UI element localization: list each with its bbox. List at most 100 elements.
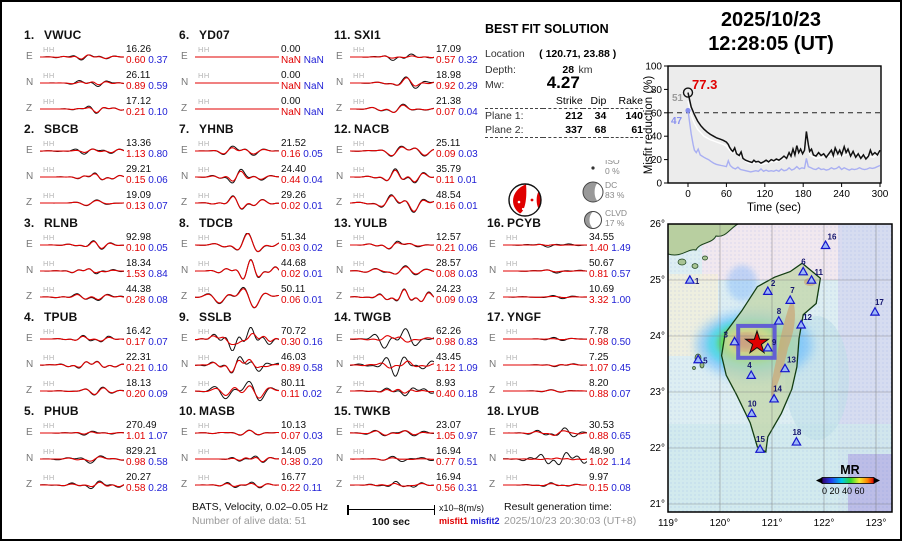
misfit1-value: 0.40 xyxy=(436,389,456,400)
clvd-icon xyxy=(584,211,602,229)
misfit1-value: 0.10 xyxy=(126,243,146,254)
misfit2-value: 0.02 xyxy=(299,389,322,400)
channel-label: HH xyxy=(43,45,55,54)
trace-values: 51.34 0.03 0.02 xyxy=(281,232,329,254)
amplitude-value: 43.45 xyxy=(436,352,462,363)
trace-row-SXI1-E: E HH 17.09 0.57 0.32 xyxy=(332,44,484,70)
component-label: E xyxy=(489,427,496,438)
misfit1-value: 0.08 xyxy=(436,269,456,280)
misfit2-value: 0.28 xyxy=(145,483,168,494)
misfit-values: 0.89 0.59 xyxy=(126,81,174,92)
trace-row-LYUB-E: E HH 30.53 0.88 0.65 xyxy=(485,420,637,446)
trace-values: 13.36 1.13 0.80 xyxy=(126,138,174,160)
trace-values: 0.00 NaN NaN xyxy=(281,96,329,118)
waveform-plot xyxy=(350,265,434,276)
synthetic-trace xyxy=(195,456,279,463)
current-solution-marker xyxy=(682,87,694,98)
misfit-values: NaN NaN xyxy=(281,55,329,66)
misfit1-value: 1.05 xyxy=(436,431,456,442)
station-block-TWGB: 14. TWGB E HH 62.26 0.98 0.83 N HH 43.45 1.12 1.0… xyxy=(332,310,484,404)
trace-row-TWGB-Z: Z HH 8.93 0.40 0.18 xyxy=(332,378,484,404)
misfit-values: 0.56 0.31 xyxy=(436,483,484,494)
station-header: 18. LYUB xyxy=(487,404,540,418)
black-start-label: 51 xyxy=(672,93,684,104)
misfit-values: 0.92 0.29 xyxy=(436,81,484,92)
waveform-plot xyxy=(195,429,279,436)
misfit1-value: 0.06 xyxy=(281,295,301,306)
trace-values: 30.53 0.88 0.65 xyxy=(589,420,637,442)
trace-row-YD07-Z: Z HH 0.00 NaN NaN xyxy=(177,96,329,122)
channel-label: HH xyxy=(198,473,210,482)
station-header: 15. TWKB xyxy=(334,404,391,418)
waveform-plot xyxy=(40,54,124,61)
component-label: N xyxy=(336,171,344,182)
synthetic-trace xyxy=(503,337,587,341)
map-station-marker-6 xyxy=(797,266,809,276)
trace-row-NACB-Z: Z HH 48.54 0.16 0.01 xyxy=(332,190,484,216)
station-header: 3. RLNB xyxy=(24,216,79,230)
station-block-SXI1: 11. SXI1 E HH 17.09 0.57 0.32 N HH 18.98 0.92 0.2… xyxy=(332,28,484,122)
misfit-values: 0.17 0.07 xyxy=(126,337,174,348)
scalebar-line xyxy=(347,509,435,510)
synthetic-trace xyxy=(40,81,124,86)
misfit1-value: 0.57 xyxy=(436,55,456,66)
xtick-label: 180 xyxy=(795,189,812,200)
trace-values: 17.12 0.21 0.10 xyxy=(126,96,174,118)
component-label: E xyxy=(26,239,33,250)
amplitude-value: 0.00 xyxy=(281,96,301,107)
component-label: N xyxy=(336,453,344,464)
channel-label: HH xyxy=(43,139,55,148)
trace-values: 829.21 0.98 0.58 xyxy=(126,446,174,468)
waveform-plot xyxy=(503,243,587,248)
map-station-marker-2 xyxy=(762,285,774,295)
misfit2-value: NaN xyxy=(301,107,324,118)
nodal-plane-table: Strike Dip Rake Plane 1: 212 34 140 Plan… xyxy=(485,94,643,138)
station-header: 6. YD07 xyxy=(179,28,230,42)
channel-label: HH xyxy=(353,191,365,200)
map-station-number-7: 7 xyxy=(790,286,795,295)
trace-values: 16.42 0.17 0.07 xyxy=(126,326,174,348)
map-lon-label: 121° xyxy=(762,518,783,529)
channel-label: HH xyxy=(353,327,365,336)
misfit-values: 0.11 0.02 xyxy=(281,389,329,400)
amplitude-value: 25.11 xyxy=(436,138,461,149)
trace-row-YULB-N: N HH 28.57 0.08 0.03 xyxy=(332,258,484,284)
trace-values: 24.40 0.44 0.04 xyxy=(281,164,329,186)
misfit1-value: 0.11 xyxy=(436,175,455,186)
component-label: N xyxy=(181,453,189,464)
channel-label: HH xyxy=(43,473,55,482)
map-lat-label: 21° xyxy=(650,499,665,510)
channel-label: HH xyxy=(506,259,518,268)
misfit1-value: 0.11 xyxy=(281,389,300,400)
component-label: Z xyxy=(26,103,33,114)
misfit2-value: 0.07 xyxy=(145,337,168,348)
trace-row-YULB-Z: Z HH 24.23 0.09 0.03 xyxy=(332,284,484,310)
blue-start-label: 47 xyxy=(671,116,683,127)
waveform-plot xyxy=(503,269,587,274)
map-station-number-18: 18 xyxy=(792,428,801,437)
channel-label: HH xyxy=(353,285,365,294)
misfit-values: 0.98 0.83 xyxy=(436,337,484,348)
waveform-plot xyxy=(40,480,124,490)
trace-row-PHUB-N: N HH 829.21 0.98 0.58 xyxy=(22,446,174,472)
curve-misfit2 xyxy=(687,110,881,173)
decomp-dc-name: DC xyxy=(605,180,617,190)
misfit-values: 1.40 1.49 xyxy=(589,243,637,254)
trace-values: 0.00 NaN NaN xyxy=(281,44,329,66)
amplitude-value: 17.09 xyxy=(436,44,462,55)
misfit1-value: 0.13 xyxy=(126,201,146,212)
trace-row-TDCB-N: N HH 44.68 0.02 0.01 xyxy=(177,258,329,284)
channel-label: HH xyxy=(506,353,518,362)
channel-label: HH xyxy=(506,473,518,482)
trace-values: 21.52 0.16 0.05 xyxy=(281,138,329,160)
misfit2-value: 0.01 xyxy=(454,175,477,186)
decomp-iso-name: ISO xyxy=(605,160,620,166)
misfit-values: 1.12 1.09 xyxy=(436,363,484,374)
trace-row-PCYB-Z: Z HH 10.69 3.32 1.00 xyxy=(485,284,637,310)
solution-location-row: Location ( 120.71, 23.88 ) xyxy=(485,44,616,62)
alive-data-count: Number of alive data: 51 xyxy=(192,515,307,527)
xtick-label: 0 xyxy=(685,189,691,200)
misfit-values: 1.07 0.45 xyxy=(589,363,637,374)
trace-row-VWUC-Z: Z HH 17.12 0.21 0.10 xyxy=(22,96,174,122)
misfit1-value: NaN xyxy=(281,55,302,66)
